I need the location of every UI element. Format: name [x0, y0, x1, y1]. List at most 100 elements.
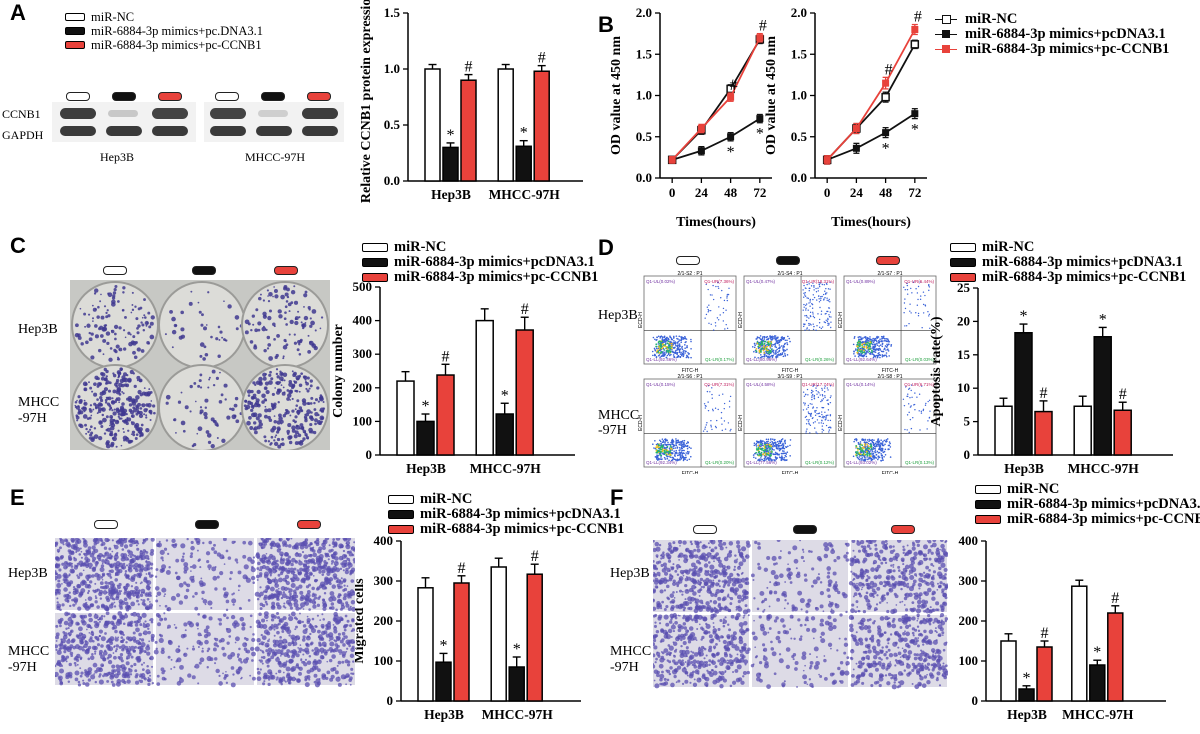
stained-cell: [106, 539, 110, 542]
stained-cell: [288, 588, 293, 593]
flow-event: [682, 445, 685, 447]
colony-dot: [88, 331, 91, 335]
flow-event: [819, 306, 821, 309]
flow-event: [822, 415, 824, 418]
colony-dot: [282, 413, 287, 418]
colony-dot: [90, 431, 94, 435]
flow-event: [820, 422, 823, 424]
flow-event: [874, 348, 877, 351]
flow-event: [865, 450, 868, 453]
stained-cell: [314, 601, 316, 604]
flow-event: [681, 445, 683, 448]
flow-event: [756, 440, 758, 443]
flow-event: [807, 394, 809, 396]
colony-dot: [278, 413, 282, 418]
flow-event: [880, 340, 883, 343]
flow-event: [859, 345, 861, 347]
stained-cell: [237, 570, 242, 575]
legend-b-item-1: miR-6884-3p mimics+pcDNA3.1: [965, 26, 1166, 42]
stained-cell: [229, 577, 232, 581]
legend-a-item-1: miR-6884-3p mimics+pc.DNA3.1: [91, 24, 263, 38]
flow-event: [863, 349, 865, 352]
colony-dot: [131, 414, 135, 418]
stained-cell: [350, 596, 352, 599]
colony-dot: [255, 416, 260, 421]
flow-event: [911, 292, 913, 294]
flow-event: [667, 441, 669, 444]
flow-event: [804, 416, 807, 419]
stained-cell: [139, 637, 142, 641]
flow-event: [686, 355, 689, 358]
flow-event: [775, 356, 778, 359]
colony-dot: [122, 435, 128, 441]
flow-event: [782, 338, 785, 341]
colony-dot: [98, 420, 103, 425]
stained-cell: [245, 576, 249, 580]
stained-cell: [61, 582, 63, 585]
stained-cell: [114, 650, 118, 653]
flow-event: [906, 293, 909, 295]
flow-event: [707, 401, 709, 403]
stained-cell: [325, 552, 330, 557]
colony-dot: [204, 352, 209, 357]
flow-event: [910, 427, 913, 430]
flow-event: [874, 345, 877, 348]
lane-tag-red: [307, 92, 331, 101]
colony-dot: [94, 334, 99, 339]
colony-dot: [293, 434, 298, 439]
flow-event: [912, 281, 915, 283]
stained-cell: [132, 590, 137, 595]
flow-event: [722, 320, 725, 322]
flow-event: [781, 450, 784, 452]
flow-event: [812, 417, 814, 419]
flow-event: [876, 440, 879, 443]
flow-event: [815, 389, 817, 392]
stained-cell: [121, 548, 125, 551]
stained-cell: [289, 594, 292, 598]
flow-event: [758, 337, 761, 339]
stained-cell: [186, 583, 191, 588]
flow-event: [684, 352, 686, 354]
flow-event: [718, 394, 720, 397]
colony-dot: [145, 408, 148, 411]
stained-cell: [124, 612, 127, 615]
stained-cell: [140, 663, 144, 666]
colony-dot: [286, 393, 292, 398]
stained-cell: [339, 567, 343, 571]
stained-cell: [330, 606, 335, 610]
flow-event: [805, 304, 807, 307]
stained-cell: [96, 616, 99, 619]
stained-cell: [133, 567, 136, 570]
flow-event: [827, 318, 829, 321]
colony-dot: [112, 291, 117, 295]
stained-cell: [122, 633, 125, 637]
colony-dot: [307, 306, 311, 310]
flow-event: [673, 458, 676, 461]
flow-event: [784, 442, 787, 445]
stained-cell: [269, 571, 273, 575]
stained-cell: [116, 678, 122, 684]
flow-event: [766, 338, 769, 340]
colony-dot: [122, 286, 126, 290]
flow-event: [868, 345, 871, 348]
stained-cell: [108, 637, 111, 641]
colony-dot: [313, 408, 317, 411]
stained-cell: [142, 599, 146, 603]
flow-event: [928, 286, 931, 288]
flow-event: [881, 342, 884, 345]
stained-cell: [302, 608, 305, 610]
stained-cell: [142, 591, 146, 595]
flow-event: [681, 450, 683, 452]
flow-event: [662, 336, 664, 338]
flow-event: [786, 451, 789, 453]
legend-c-item-0: miR-NC: [394, 239, 447, 255]
flow-event: [817, 396, 820, 399]
colony-dot: [293, 371, 297, 376]
flow-event: [829, 419, 832, 422]
colony-dot: [278, 314, 283, 319]
colony-dot: [109, 414, 114, 419]
colony-dot: [281, 391, 286, 396]
flow-event: [669, 347, 672, 350]
colony-dot: [273, 439, 276, 442]
stained-cell: [107, 659, 113, 665]
